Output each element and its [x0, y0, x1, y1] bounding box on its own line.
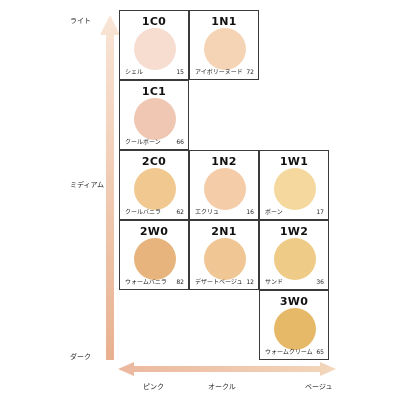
shade-number: 62 [176, 209, 184, 216]
shade-swatch [274, 308, 316, 350]
shade-cell-1n2[interactable]: 1N2 エクリュ 16 [189, 150, 259, 220]
shade-cell-1w1[interactable]: 1W1 ボーン 17 [259, 150, 329, 220]
shade-swatch [134, 238, 176, 280]
shade-name: ウォームクリーム [265, 349, 313, 356]
shade-code: 1N2 [211, 155, 237, 168]
shade-name: クールボーン [125, 139, 161, 146]
shade-code: 2W0 [139, 225, 169, 238]
shade-swatch [204, 168, 246, 210]
shade-number: 17 [316, 209, 324, 216]
shade-cell-1c1[interactable]: 1C1 クールボーン 66 [119, 80, 189, 150]
shade-swatch [274, 168, 316, 210]
axis-label-beige: ベージュ [305, 383, 333, 391]
shade-number: 15 [176, 69, 184, 76]
shade-number: 36 [316, 279, 324, 286]
shade-swatch [274, 238, 316, 280]
shade-number: 72 [246, 69, 254, 76]
shade-code: 1W1 [279, 155, 309, 168]
shade-cell-2n1[interactable]: 2N1 デザートベージュ 12 [189, 220, 259, 290]
shade-number: 65 [316, 349, 324, 356]
shade-name: エクリュ [195, 209, 220, 216]
shade-number: 82 [176, 279, 184, 286]
shade-number: 16 [246, 209, 254, 216]
shade-cell-2w0[interactable]: 2W0 ウォームバニラ 82 [119, 220, 189, 290]
shade-swatch [134, 98, 176, 140]
shade-name: クールバニラ [125, 209, 162, 216]
shade-swatch [134, 28, 176, 70]
shade-name: ボーン [265, 209, 283, 216]
shade-cell-1c0[interactable]: 1C0 シェル 15 [119, 10, 189, 80]
shade-code: 3W0 [279, 295, 309, 308]
shade-code: 1C0 [141, 15, 167, 28]
axis-label-dark: ダーク [70, 353, 91, 361]
shade-name: ウォームバニラ [125, 279, 167, 286]
shade-code: 1N1 [211, 15, 237, 28]
shade-number: 12 [246, 279, 254, 286]
shade-code: 1C1 [141, 85, 167, 98]
shade-code: 2C0 [141, 155, 167, 168]
shade-cell-1n1[interactable]: 1N1 アイボリーヌード 72 [189, 10, 259, 80]
shade-name: サンド [265, 279, 284, 286]
shade-name: アイボリーヌード [195, 69, 243, 76]
shade-name: デザートベージュ [195, 279, 243, 286]
shade-code: 1W2 [279, 225, 309, 238]
shade-cell-1w2[interactable]: 1W2 サンド 36 [259, 220, 329, 290]
axis-label-medium: ミディアム [70, 181, 105, 189]
shade-cell-3w0[interactable]: 3W0 ウォームクリーム 65 [259, 290, 329, 360]
shade-name: シェル [125, 69, 144, 76]
vertical-arrow [100, 15, 120, 360]
shade-swatch [134, 168, 176, 210]
axis-label-ochre: オークル [208, 383, 236, 391]
shade-cell-2c0[interactable]: 2C0 クールバニラ 62 [119, 150, 189, 220]
shade-code: 2N1 [211, 225, 237, 238]
shade-swatch [204, 238, 246, 280]
axis-label-pink: ピンク [143, 383, 164, 391]
axis-label-light: ライト [70, 17, 91, 25]
shade-number: 66 [176, 139, 184, 146]
horizontal-arrow [118, 362, 336, 376]
shade-swatch [204, 28, 246, 70]
